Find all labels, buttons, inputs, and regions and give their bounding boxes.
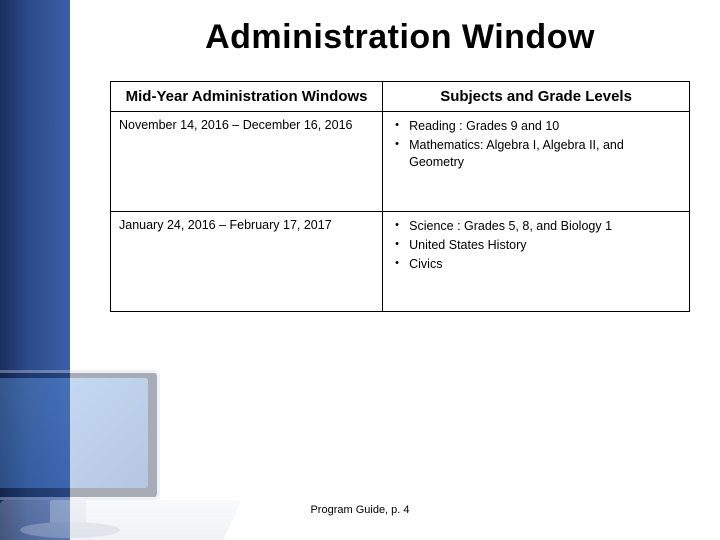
window-cell: November 14, 2016 – December 16, 2016 xyxy=(111,112,383,212)
slide-footer: Program Guide, p. 4 xyxy=(0,504,720,516)
table-row: January 24, 2016 – February 17, 2017 Sci… xyxy=(111,212,690,312)
subjects-list: Science : Grades 5, 8, and Biology 1 Uni… xyxy=(391,218,681,273)
administration-windows-table: Mid-Year Administration Windows Subjects… xyxy=(110,81,690,312)
list-item: Science : Grades 5, 8, and Biology 1 xyxy=(391,218,681,235)
table-row: November 14, 2016 – December 16, 2016 Re… xyxy=(111,112,690,212)
table-header-row: Mid-Year Administration Windows Subjects… xyxy=(111,82,690,112)
list-item: United States History xyxy=(391,237,681,254)
window-cell: January 24, 2016 – February 17, 2017 xyxy=(111,212,383,312)
subjects-cell: Science : Grades 5, 8, and Biology 1 Uni… xyxy=(383,212,690,312)
slide-content: Administration Window Mid-Year Administr… xyxy=(80,0,720,540)
subjects-cell: Reading : Grades 9 and 10 Mathematics: A… xyxy=(383,112,690,212)
table-header-subjects: Subjects and Grade Levels xyxy=(383,82,690,112)
subjects-list: Reading : Grades 9 and 10 Mathematics: A… xyxy=(391,118,681,171)
table-header-windows: Mid-Year Administration Windows xyxy=(111,82,383,112)
list-item: Reading : Grades 9 and 10 xyxy=(391,118,681,135)
list-item: Civics xyxy=(391,256,681,273)
list-item: Mathematics: Algebra I, Algebra II, and … xyxy=(391,137,681,171)
slide-title: Administration Window xyxy=(110,18,690,57)
